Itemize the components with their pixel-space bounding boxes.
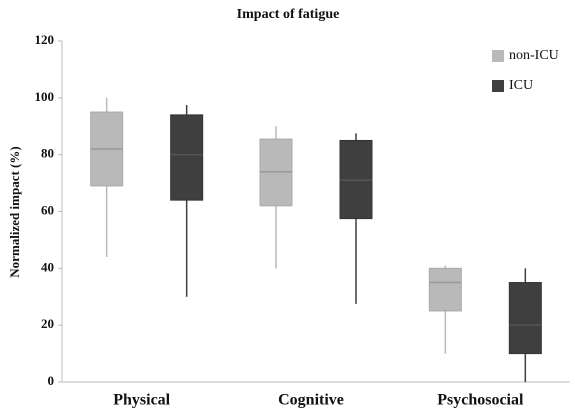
x-tick-label: Physical [113, 392, 170, 409]
y-tick-label: 100 [35, 89, 55, 104]
legend-swatch [492, 80, 504, 92]
box [508, 282, 542, 355]
y-tick-label: 20 [41, 316, 54, 331]
legend-label: ICU [509, 78, 533, 93]
y-axis-label: Normalized impact (%) [7, 146, 22, 277]
y-tick-label: 60 [41, 202, 54, 217]
y-tick-label: 40 [41, 259, 54, 274]
box [428, 267, 462, 312]
x-tick-label: Psychosocial [437, 392, 524, 409]
box [170, 114, 204, 201]
chart-title: Impact of fatigue [237, 7, 340, 22]
legend-swatch [492, 50, 504, 62]
legend-label: non-ICU [509, 48, 559, 63]
y-tick-label: 120 [35, 32, 55, 47]
y-tick-label: 80 [41, 146, 54, 161]
x-tick-label: Cognitive [278, 392, 344, 409]
y-tick-label: 0 [48, 373, 55, 388]
